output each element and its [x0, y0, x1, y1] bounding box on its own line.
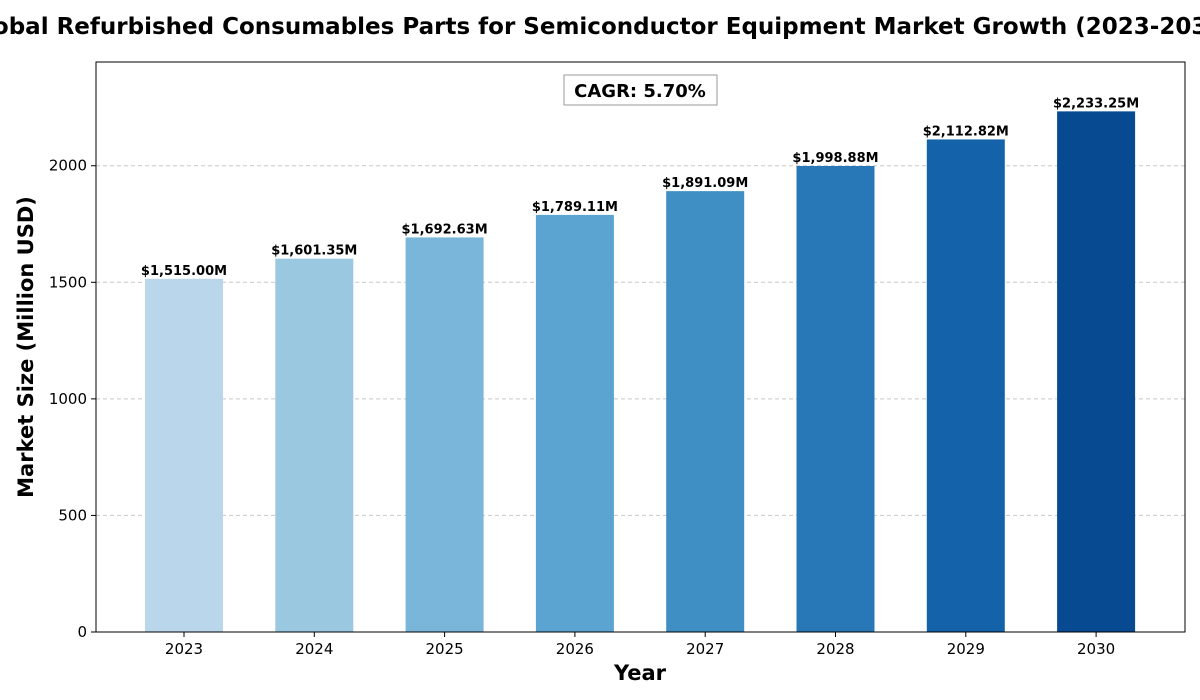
- chart-title: Global Refurbished Consumables Parts for…: [0, 14, 1200, 40]
- cagr-text: CAGR: 5.70%: [574, 81, 706, 102]
- y-axis-label: Market Size (Million USD): [14, 196, 38, 498]
- bar: [275, 258, 354, 632]
- plot-frame: [95, 61, 1186, 633]
- cagr-box: [563, 74, 718, 106]
- x-tick-label: 2028: [816, 640, 854, 658]
- bar: [405, 237, 484, 632]
- bar-value-label: $1,789.11M: [532, 200, 618, 215]
- x-axis-label: Year: [613, 661, 667, 685]
- y-tick-label: 2000: [49, 157, 87, 175]
- bar: [926, 139, 1005, 632]
- x-tick-label: 2023: [165, 640, 203, 658]
- y-ticks: 0 500 1000 1500 2000: [49, 157, 96, 641]
- bar-value-label: $1,515.00M: [141, 264, 227, 279]
- cagr-annotation: CAGR: 5.70%: [563, 74, 718, 106]
- bar: [1057, 111, 1136, 632]
- bar-value-label: $1,601.35M: [271, 244, 357, 259]
- bar-value-label: $2,112.82M: [923, 124, 1009, 139]
- x-tick-label: 2024: [295, 640, 333, 658]
- y-tick-label: 1000: [49, 390, 87, 408]
- x-tick-label: 2026: [556, 640, 594, 658]
- x-tick-label: 2030: [1077, 640, 1115, 658]
- x-tick-label: 2025: [426, 640, 464, 658]
- x-tick-label: 2029: [947, 640, 985, 658]
- bar-value-label: $1,692.63M: [402, 222, 488, 237]
- x-tick-label: 2027: [686, 640, 724, 658]
- bar-value-label: $1,891.09M: [662, 176, 748, 191]
- x-ticks: 2023 2024 2025 2026 2027 2028 2029 2030: [165, 632, 1115, 658]
- y-tick-label: 1500: [49, 273, 87, 291]
- bar-value-label: $1,998.88M: [792, 151, 878, 166]
- bars: [145, 111, 1136, 633]
- bar-value-label: $2,233.25M: [1053, 96, 1139, 111]
- bar-labels: $1,515.00M $1,601.35M $1,692.63M $1,789.11M…: [141, 96, 1139, 278]
- bar: [666, 191, 745, 632]
- y-tick-label: 500: [58, 506, 87, 524]
- bar: [145, 278, 223, 632]
- bar: [535, 214, 614, 633]
- bar: [796, 166, 875, 633]
- y-tick-label: 0: [77, 623, 87, 641]
- grid-lines: [96, 165, 1185, 516]
